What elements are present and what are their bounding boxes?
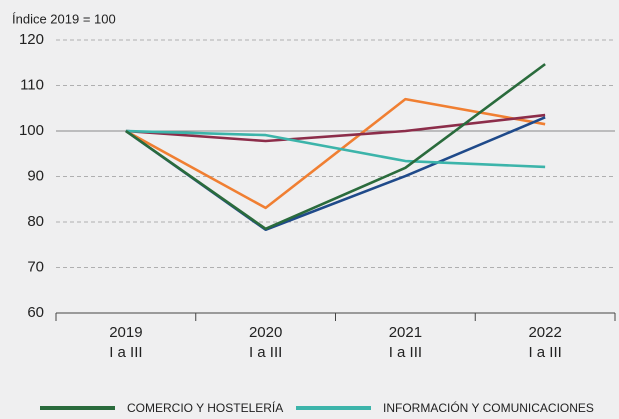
- y-tick-label: 60: [27, 304, 44, 321]
- y-tick-label: 90: [27, 167, 44, 184]
- x-tick-label: 2021 I a III: [389, 324, 422, 361]
- y-tick-label: 70: [27, 258, 44, 275]
- series-line: [125, 113, 546, 143]
- legend-label: COMERCIO Y HOSTELERÍA: [127, 400, 283, 415]
- x-tick-label: 2020 I a III: [249, 324, 282, 361]
- series-line: [125, 63, 546, 231]
- y-axis-label: Índice 2019 = 100: [12, 11, 116, 26]
- y-tick-label: 110: [20, 76, 44, 93]
- x-tick-label: 2022 I a III: [528, 324, 561, 361]
- y-tick-label: 80: [27, 213, 44, 230]
- y-tick-label: 120: [19, 31, 44, 48]
- series-line: [125, 97, 546, 210]
- legend-label: INFORMACIÓN Y COMUNICACIONES: [383, 400, 594, 415]
- x-tick-label: 2019 I a III: [109, 324, 142, 361]
- y-tick-label: 100: [19, 122, 44, 139]
- series-line: [125, 129, 546, 169]
